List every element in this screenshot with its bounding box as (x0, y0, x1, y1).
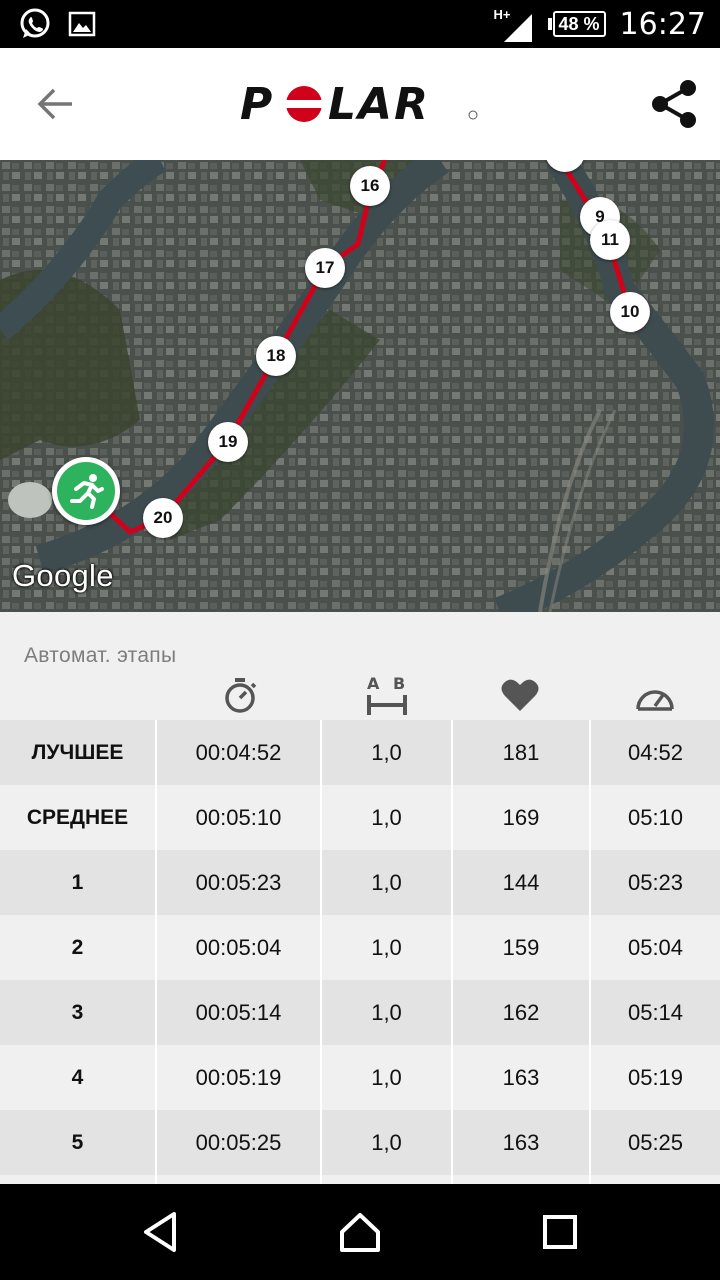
clock: 16:27 (619, 6, 706, 42)
km-marker-18[interactable]: 18 (256, 336, 296, 376)
lap-distance: 1,0 (322, 785, 453, 850)
lap-pace: 04:52 (627, 739, 684, 765)
lap-time: 00:05:23 (157, 850, 322, 915)
lap-distance: 1,0 (322, 850, 453, 915)
lap-pace: 05:25 (627, 1129, 684, 1155)
lap-label: 2 (0, 915, 157, 980)
km-marker-11[interactable]: 11 (590, 220, 630, 260)
distance-icon: A B (357, 670, 417, 720)
svg-text:A: A (367, 674, 380, 693)
lap-time: 00:05:10 (157, 785, 322, 850)
lap-time: 00:05:25 (157, 1110, 322, 1175)
whatsapp-icon (18, 7, 52, 46)
heart-rate-icon (490, 670, 550, 720)
table-row[interactable]: 2 00:05:04 1,0 159 05:04 (0, 915, 720, 980)
lap-time: 00:04:52 (157, 720, 322, 785)
table-row[interactable]: 1 00:05:23 1,0 144 05:23 (0, 850, 720, 915)
lap-distance: 1,0 (322, 915, 453, 980)
laps-table: ЛУЧШЕЕ 00:04:52 1,0 181 04:52 СРЕДНЕЕ 00… (0, 720, 720, 1184)
laps-title: Автомат. этапы (24, 644, 177, 667)
lap-heart-rate: 163 (453, 1045, 591, 1110)
km-marker-17[interactable]: 17 (305, 248, 345, 288)
navigation-bar (0, 1184, 720, 1280)
start-marker[interactable] (52, 457, 120, 525)
lap-heart-rate: 163 (453, 1110, 591, 1175)
recents-icon (543, 1215, 577, 1249)
lap-distance: 1,0 (322, 720, 453, 785)
lap-heart-rate: 159 (453, 915, 591, 980)
running-icon (70, 474, 104, 509)
lap-heart-rate: 169 (453, 785, 591, 850)
km-marker-20[interactable]: 20 (143, 498, 183, 538)
lap-heart-rate: 144 (453, 850, 591, 915)
google-attribution: Google (12, 558, 114, 593)
lap-pace: 05:14 (627, 999, 684, 1025)
table-row[interactable]: ЛУЧШЕЕ 00:04:52 1,0 181 04:52 (0, 720, 720, 785)
back-button[interactable] (26, 78, 86, 130)
triangle-back-icon (144, 1212, 176, 1252)
nav-back-button[interactable] (130, 1206, 190, 1258)
lap-time: 00:05:14 (157, 980, 322, 1045)
laps-header: A B (0, 670, 720, 720)
nav-home-button[interactable] (330, 1206, 390, 1258)
lap-pace: 05:10 (627, 804, 684, 830)
nav-recents-button[interactable] (530, 1206, 590, 1258)
table-row[interactable]: СРЕДНЕЕ 00:05:10 1,0 169 05:10 (0, 785, 720, 850)
share-button[interactable] (644, 74, 704, 134)
svg-text:LAR: LAR (328, 81, 430, 127)
stopwatch-icon (210, 670, 270, 720)
lap-label: 1 (0, 850, 157, 915)
arrow-back-icon (37, 88, 72, 120)
km-marker-19[interactable]: 19 (208, 422, 248, 462)
battery-icon: 48 % (547, 11, 606, 37)
lap-time: 00:05:04 (157, 915, 322, 980)
share-icon (652, 80, 696, 128)
lap-distance: 1,0 (322, 980, 453, 1045)
table-row[interactable]: 4 00:05:19 1,0 163 05:19 (0, 1045, 720, 1110)
lap-label: ЛУЧШЕЕ (0, 720, 157, 785)
app-bar: P LAR (0, 48, 720, 160)
lap-heart-rate: 162 (453, 980, 591, 1045)
table-row[interactable]: 3 00:05:14 1,0 162 05:14 (0, 980, 720, 1045)
battery-level: 48 % (558, 13, 600, 34)
lap-distance: 1,0 (322, 1045, 453, 1110)
polar-logo: P LAR (240, 79, 480, 130)
svg-text:P: P (240, 81, 274, 127)
lap-label: 4 (0, 1045, 157, 1110)
km-marker-partial[interactable] (545, 160, 585, 172)
table-row-partial[interactable] (0, 1175, 720, 1184)
km-marker-16[interactable]: 16 (350, 166, 390, 206)
lap-label: 3 (0, 980, 157, 1045)
gallery-icon (68, 10, 96, 43)
lap-pace: 05:19 (627, 1064, 684, 1090)
lap-pace: 05:04 (627, 934, 684, 960)
lap-heart-rate: 181 (453, 720, 591, 785)
signal-icon: H+ (494, 4, 534, 44)
laps-section: Автомат. этапы A B (0, 612, 720, 1184)
svg-text:B: B (393, 674, 405, 693)
lap-distance: 1,0 (322, 1110, 453, 1175)
lap-label: СРЕДНЕЕ (0, 785, 157, 850)
table-row[interactable]: 5 00:05:25 1,0 163 05:25 (0, 1110, 720, 1175)
lap-time: 00:05:19 (157, 1045, 322, 1110)
status-bar: H+ 48 % 16:27 (0, 0, 720, 48)
route-map[interactable]: 16 17 18 19 20 9 11 10 Google (0, 160, 720, 612)
lap-label: 5 (0, 1110, 157, 1175)
lap-pace: 05:23 (627, 869, 684, 895)
km-marker-10[interactable]: 10 (610, 292, 650, 332)
home-icon (340, 1213, 380, 1252)
pace-gauge-icon (625, 670, 685, 720)
